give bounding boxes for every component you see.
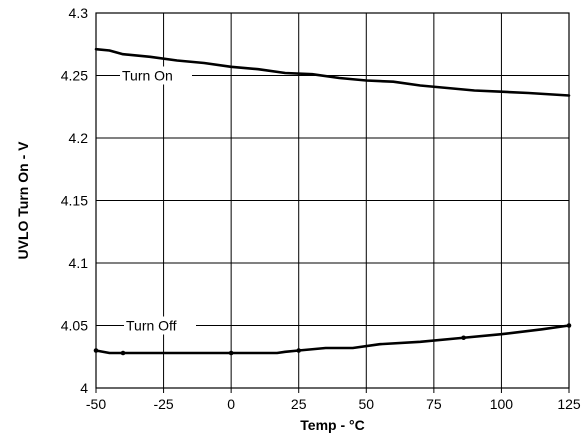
x-tick-label: 125: [557, 396, 581, 412]
y-tick-label: 4: [80, 380, 88, 396]
turn-off-point: [120, 350, 126, 356]
plot-frame: [95, 12, 570, 389]
y-tick-label: 4.15: [61, 193, 88, 209]
turn-off-point: [296, 348, 302, 353]
x-tick-label: 0: [227, 396, 235, 412]
series-line-turn-on: [94, 47, 571, 97]
y-tick-label: 4.05: [61, 318, 88, 334]
annotation-background: [120, 66, 192, 85]
x-tick-label: -25: [153, 396, 173, 412]
turn-off-point: [461, 335, 466, 341]
x-tick-label: 100: [490, 396, 514, 412]
y-tick-label: 4.3: [69, 5, 89, 21]
x-tick-label: 75: [426, 396, 442, 412]
y-tick-label: 4.1: [69, 255, 89, 271]
y-tick-label: 4.2: [69, 130, 89, 146]
y-tick-label: 4.25: [61, 68, 88, 84]
x-tick-label: 25: [291, 396, 307, 412]
series-layer: [93, 47, 572, 356]
label-layer: -50 -25 0 25 50 75 100 125 4 4.05 4.1 4.15 4.2 4.25 4.…: [61, 5, 581, 412]
y-axis-title: UVLO Turn On - V: [15, 141, 31, 260]
x-tick-label: 50: [358, 396, 374, 412]
annotation-background: [124, 316, 196, 335]
turn-off-point: [228, 350, 234, 356]
series-annotation: Turn Off: [126, 318, 177, 334]
series-line-turn-off: [94, 324, 571, 355]
series-annotation: Turn On: [122, 68, 173, 84]
x-tick-label: -50: [86, 396, 106, 412]
x-axis-title: Temp - °C: [300, 417, 364, 433]
